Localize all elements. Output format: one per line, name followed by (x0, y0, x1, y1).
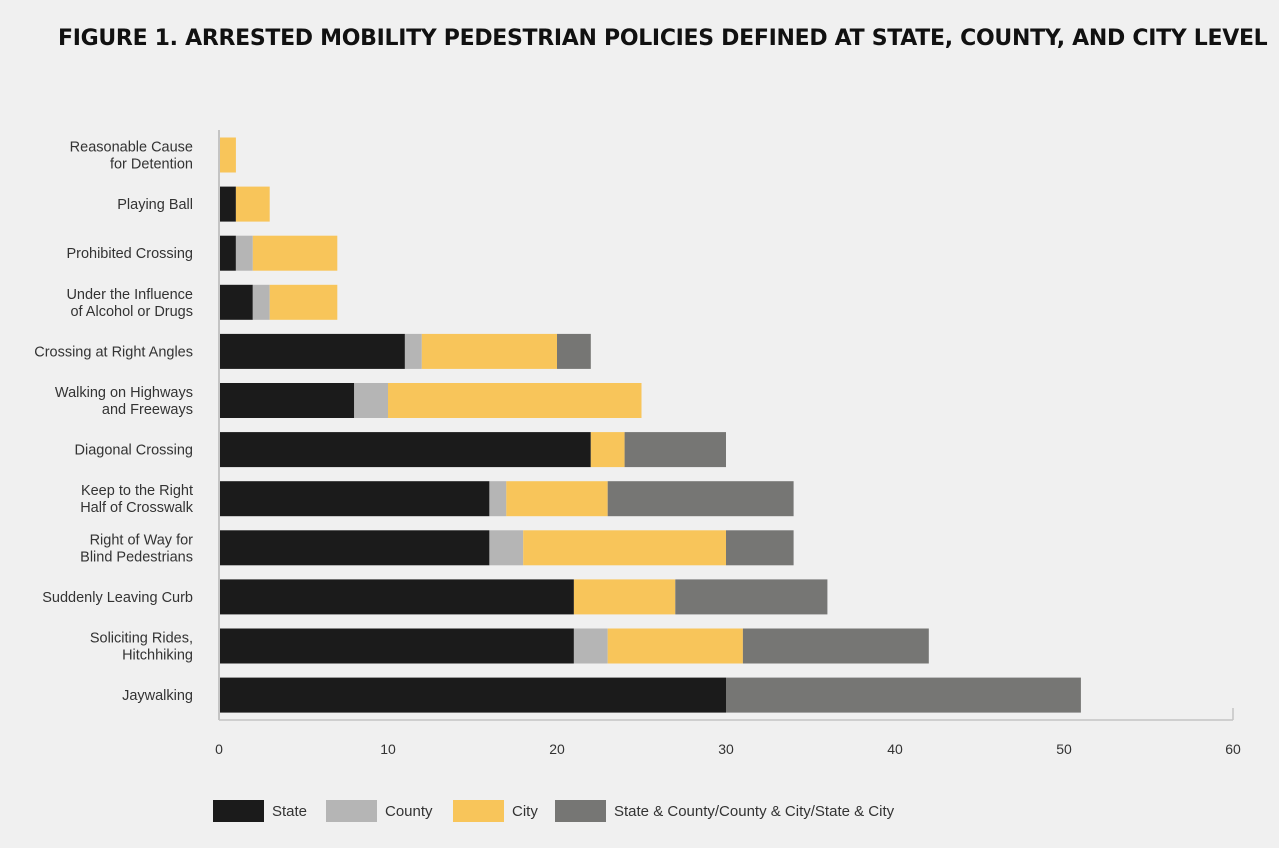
category-label: Crossing at Right Angles (34, 344, 193, 360)
category-label: of Alcohol or Drugs (70, 304, 193, 320)
legend-swatch (213, 800, 264, 822)
bar-segment-county (573, 628, 608, 664)
bar-segment-state (219, 333, 405, 369)
bar-segment-county (354, 383, 388, 418)
bar-segment-city (421, 333, 557, 369)
bar-segment-state (219, 677, 726, 713)
x-tick-label: 10 (380, 741, 396, 757)
bar-segment-state-county-county-city-state-city (557, 333, 591, 369)
bar-segment-state (219, 383, 355, 418)
bar-segment-city (269, 284, 338, 320)
category-label: Prohibited Crossing (66, 246, 193, 262)
category-label: and Freeways (102, 402, 193, 418)
chart-title: FIGURE 1. ARRESTED MOBILITY PEDESTRIAN P… (58, 26, 1268, 51)
bar-segment-state (219, 530, 490, 566)
bar-segment-state-county-county-city-state-city (726, 530, 794, 566)
x-tick-label: 50 (1056, 741, 1072, 757)
legend-label: State & County/County & City/State & Cit… (614, 803, 895, 820)
x-tick-label: 30 (718, 741, 734, 757)
legend-swatch (555, 800, 606, 822)
x-tick-label: 0 (215, 741, 223, 757)
bar-segment-county (252, 284, 270, 320)
bar-segment-city (607, 628, 743, 664)
bar-segment-state-county-county-city-state-city (742, 628, 929, 664)
category-label: Soliciting Rides, (90, 631, 193, 647)
category-label: Jaywalking (122, 688, 193, 704)
legend-swatch (326, 800, 377, 822)
category-label: Hitchhiking (122, 648, 193, 664)
bar-segment-city (573, 579, 676, 615)
bar-segment-state-county-county-city-state-city (624, 432, 726, 468)
bar-segment-city (388, 383, 642, 418)
bar-segment-state-county-county-city-state-city (607, 481, 794, 517)
bar-segment-state-county-county-city-state-city (675, 579, 828, 615)
bar-segment-county (235, 235, 253, 271)
bar-segment-state-county-county-city-state-city (726, 677, 1081, 713)
bar-segment-county (489, 481, 507, 517)
category-label: Playing Ball (117, 197, 193, 213)
category-label: Blind Pedestrians (80, 549, 193, 565)
bar-segment-city (219, 137, 236, 173)
x-tick-label: 40 (887, 741, 903, 757)
bar-segment-state (219, 235, 236, 271)
bar-segment-state (219, 284, 253, 320)
category-label: Right of Way for (90, 532, 194, 548)
bar-segment-county (404, 333, 422, 369)
bar-segment-city (590, 432, 625, 468)
category-label: for Detention (110, 157, 193, 173)
bar-segment-state (219, 579, 574, 615)
bar-segment-city (506, 481, 608, 517)
bar-segment-county (489, 530, 524, 566)
bar-segment-state (219, 432, 591, 468)
bar-segment-city (235, 186, 270, 222)
x-tick-label: 60 (1225, 741, 1241, 757)
category-label: Keep to the Right (81, 483, 193, 499)
legend-label: City (512, 803, 538, 820)
bar-segment-state (219, 628, 574, 664)
category-label: Walking on Highways (55, 385, 193, 401)
legend-label: State (272, 803, 307, 820)
x-tick-label: 20 (549, 741, 565, 757)
category-label: Diagonal Crossing (75, 443, 193, 459)
category-label: Half of Crosswalk (80, 500, 194, 516)
bar-segment-state (219, 186, 236, 222)
legend-label: County (385, 803, 433, 820)
bar-segment-city (252, 235, 338, 271)
category-label: Reasonable Cause (70, 140, 193, 156)
legend-swatch (453, 800, 504, 822)
bar-segment-state (219, 481, 490, 517)
category-label: Under the Influence (66, 287, 193, 303)
bar-segment-city (523, 530, 726, 566)
category-label: Suddenly Leaving Curb (42, 590, 193, 606)
